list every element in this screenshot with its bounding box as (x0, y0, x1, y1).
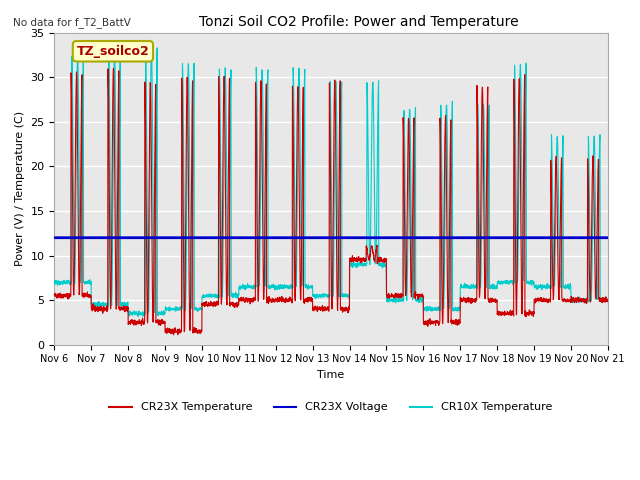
X-axis label: Time: Time (317, 370, 345, 380)
Title: Tonzi Soil CO2 Profile: Power and Temperature: Tonzi Soil CO2 Profile: Power and Temper… (199, 15, 518, 29)
Legend: CR23X Temperature, CR23X Voltage, CR10X Temperature: CR23X Temperature, CR23X Voltage, CR10X … (105, 398, 557, 417)
Text: No data for f_T2_BattV: No data for f_T2_BattV (13, 17, 131, 28)
Text: TZ_soilco2: TZ_soilco2 (77, 45, 149, 58)
Y-axis label: Power (V) / Temperature (C): Power (V) / Temperature (C) (15, 111, 25, 266)
